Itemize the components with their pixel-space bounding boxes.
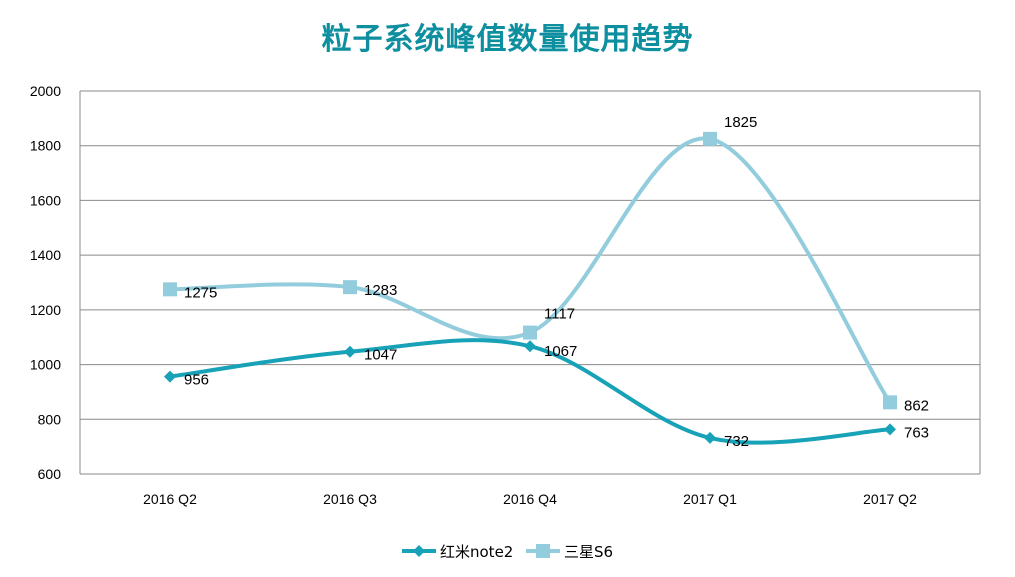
legend-item: 红米note2 [402, 543, 513, 561]
data-labels: 956 1047 1067 732 763 1275 1283 1117 1825 862 [184, 114, 929, 450]
data-label: 1275 [184, 284, 217, 301]
data-point-marker [524, 340, 536, 353]
data-label: 1067 [544, 343, 577, 360]
series-lines [169, 136, 892, 445]
y-axis-ticks: 600 800 1000 1200 1400 1600 1800 2000 [30, 83, 61, 482]
data-point-marker [523, 325, 537, 340]
data-label: 1283 [364, 282, 397, 299]
series-line-0 [169, 338, 891, 445]
chart-title: 粒子系统峰值数量使用趋势 [321, 22, 694, 57]
legend-label: 红米note2 [440, 543, 513, 561]
y-tick-label: 1400 [30, 247, 61, 263]
y-tick-label: 600 [38, 466, 62, 482]
data-point-marker [704, 431, 716, 444]
data-label: 732 [724, 433, 749, 450]
x-tick-label: 2016 Q3 [323, 491, 377, 507]
data-point-marker [163, 282, 177, 297]
data-label: 763 [904, 424, 929, 441]
x-tick-label: 2016 Q4 [503, 491, 557, 507]
y-tick-label: 1000 [30, 357, 61, 373]
y-tick-label: 1800 [30, 138, 61, 154]
series-markers [163, 131, 897, 444]
y-tick-label: 800 [38, 411, 62, 427]
y-tick-label: 1200 [30, 302, 61, 318]
x-tick-label: 2016 Q2 [143, 491, 197, 507]
legend-item: 三星S6 [526, 543, 613, 561]
data-point-marker [343, 280, 357, 295]
data-label: 1825 [724, 114, 757, 131]
x-tick-label: 2017 Q1 [683, 491, 737, 507]
legend-marker-swatch [536, 544, 550, 558]
y-tick-label: 1600 [30, 192, 61, 208]
y-tick-label: 2000 [30, 83, 61, 99]
legend-label: 三星S6 [564, 543, 613, 561]
legend: 红米note2 三星S6 [402, 543, 613, 561]
data-point-marker [164, 370, 176, 383]
data-point-marker [884, 423, 896, 436]
data-point-marker [344, 345, 356, 358]
data-point-marker [703, 131, 717, 146]
legend-marker-swatch [413, 545, 425, 557]
x-axis-ticks: 2016 Q2 2016 Q3 2016 Q4 2017 Q1 2017 Q2 [143, 491, 917, 507]
x-tick-label: 2017 Q2 [863, 491, 917, 507]
data-label: 956 [184, 372, 209, 389]
data-point-marker [883, 395, 897, 410]
data-label: 862 [904, 397, 929, 414]
series-line-1 [169, 136, 892, 404]
data-label: 1047 [364, 347, 397, 364]
data-label: 1117 [544, 306, 575, 323]
gridlines [79, 90, 981, 475]
